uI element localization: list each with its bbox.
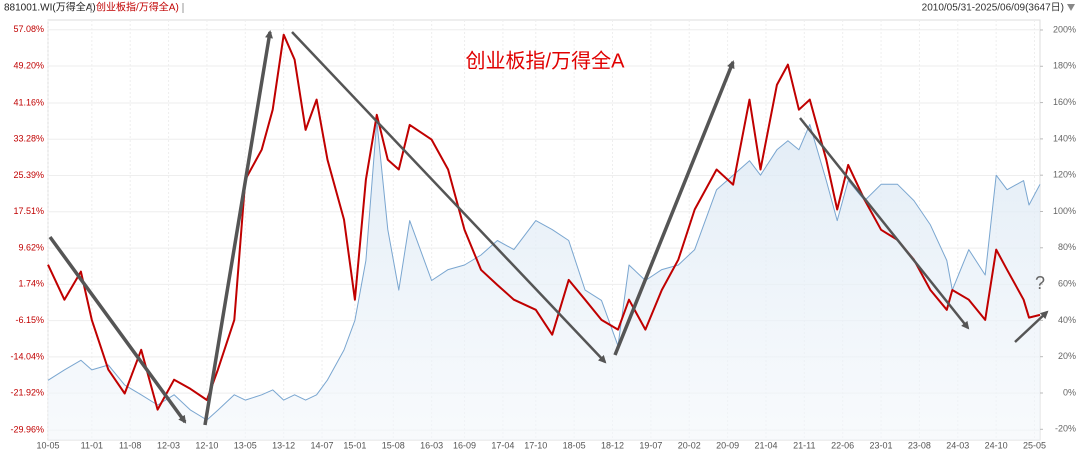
- y2-tick-label: 40%: [1058, 315, 1076, 325]
- x-tick-label: 12-03: [157, 440, 180, 450]
- y-tick-label: 41.16%: [13, 97, 44, 107]
- y-tick-label: 17.51%: [13, 206, 44, 216]
- x-tick-label: 24-10: [985, 440, 1008, 450]
- y2-tick-label: 180%: [1053, 61, 1076, 71]
- series-line: [47, 33, 1041, 411]
- arrow: [203, 30, 273, 426]
- x-tick-label: 11-01: [81, 440, 103, 450]
- date-range: 2010/05/31-2025/06/09(3647日): [922, 3, 1064, 14]
- x-tick-label: 18-05: [563, 440, 586, 450]
- x-tick-label: 25-05: [1023, 440, 1046, 450]
- x-tick-label: 17-04: [491, 440, 514, 450]
- x-tick-label: 20-02: [678, 440, 701, 450]
- y2-tick-label: 140%: [1053, 133, 1076, 143]
- legend-entry[interactable]: 创业板指/万得全A): [96, 1, 179, 14]
- arrow: [799, 117, 970, 330]
- x-tick-label: 12-10: [195, 440, 218, 450]
- y-tick-label: 33.28%: [13, 134, 44, 144]
- y-tick-label: 49.20%: [13, 60, 44, 70]
- y-tick-label: 57.08%: [13, 24, 44, 34]
- x-tick-label: 17-10: [524, 440, 547, 450]
- x-tick-label: 20-09: [716, 440, 739, 450]
- y-tick-label: -21.92%: [10, 388, 44, 398]
- x-tick-label: 23-01: [870, 440, 893, 450]
- y-tick-label: 25.39%: [13, 170, 44, 180]
- x-tick-label: 19-07: [639, 440, 662, 450]
- x-tick-label: 21-11: [793, 440, 815, 450]
- x-tick-label: 23-08: [908, 440, 931, 450]
- dropdown-icon[interactable]: [1067, 4, 1075, 11]
- y2-tick-label: 0%: [1063, 387, 1076, 397]
- x-tick-label: 14-07: [311, 440, 334, 450]
- area-fill: [48, 120, 1040, 440]
- y2-tick-label: 100%: [1053, 206, 1076, 216]
- x-tick-label: 16-09: [453, 440, 476, 450]
- x-tick-label: 13-05: [234, 440, 257, 450]
- annotation: ?: [1035, 273, 1045, 293]
- trend-arrows: [48, 30, 1049, 426]
- y-tick-label: 1.74%: [18, 279, 44, 289]
- arrow: [48, 235, 187, 424]
- arrow: [291, 31, 607, 364]
- x-tick-label: 24-03: [946, 440, 969, 450]
- y-tick-label: 9.62%: [18, 242, 44, 252]
- y-tick-label: -14.04%: [10, 351, 44, 361]
- x-tick-label: 21-04: [754, 440, 777, 450]
- arrow: [613, 60, 735, 356]
- y2-tick-label: 80%: [1058, 242, 1076, 252]
- x-tick-label: 13-12: [272, 440, 295, 450]
- y-tick-label: -6.15%: [15, 315, 44, 325]
- legend-entry[interactable]: 881001.WI(万得全A): [4, 1, 96, 14]
- y2-tick-label: -20%: [1055, 424, 1076, 434]
- x-tick-label: 16-03: [420, 440, 443, 450]
- x-tick-label: 22-06: [831, 440, 854, 450]
- x-tick-label: 18-12: [601, 440, 624, 450]
- arrow: [1014, 310, 1049, 343]
- x-tick-label: 10-05: [36, 440, 59, 450]
- y2-tick-label: 160%: [1053, 97, 1076, 107]
- y2-tick-label: 60%: [1058, 278, 1076, 288]
- x-tick-label: 11-08: [119, 440, 141, 450]
- series-line: [47, 120, 1041, 421]
- x-tick-label: 15-01: [343, 440, 366, 450]
- y2-tick-label: 200%: [1053, 24, 1076, 34]
- chart-title: 创业板指/万得全A: [466, 49, 626, 72]
- y2-tick-label: 120%: [1053, 170, 1076, 180]
- y-tick-label: -29.96%: [10, 425, 44, 435]
- x-tick-label: 15-08: [382, 440, 405, 450]
- y2-tick-label: 20%: [1058, 351, 1076, 361]
